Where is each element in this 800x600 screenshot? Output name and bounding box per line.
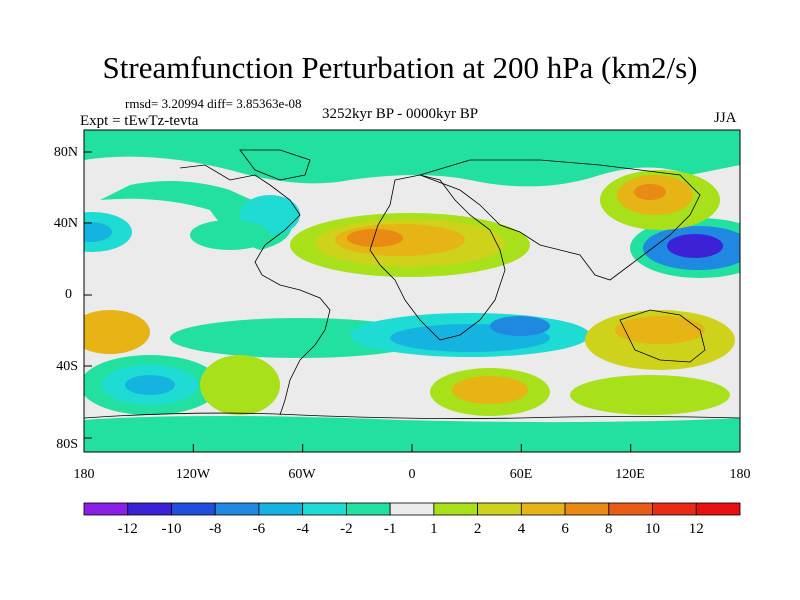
contour-neg1-north <box>84 130 740 187</box>
colorbar-box <box>302 502 347 516</box>
africa-coast <box>369 174 506 341</box>
eurasia-coast <box>418 159 701 281</box>
colorbar-label: 10 <box>645 521 660 537</box>
contour-neg10-pacific <box>667 234 723 258</box>
colorbar-label: 6 <box>561 521 569 537</box>
colorbar-box <box>608 502 653 516</box>
contour-neg1-antarctic <box>84 416 740 452</box>
lat-label-0: 0 <box>65 287 72 302</box>
coastlines <box>84 149 740 419</box>
colorbar-label: 12 <box>689 521 704 537</box>
lat-label-80n: 80N <box>54 145 78 160</box>
colorbar: -12 -10 -8 -6 -4 -2 -1 1 2 4 6 8 10 12 <box>83 502 741 537</box>
experiment-label: Expt = tEwTz-tevta <box>80 113 199 129</box>
australia-coast <box>619 309 706 363</box>
lat-label-40n: 40N <box>54 216 78 231</box>
season-label: JJA <box>714 110 737 126</box>
contour-neg1-namerica <box>190 220 270 250</box>
lat-label-40s: 40S <box>56 359 78 374</box>
contour-neg6-southatl <box>490 316 550 336</box>
stats-text: rmsd= 3.20994 diff= 3.85363e-08 <box>125 96 302 111</box>
colorbar-label: 1 <box>430 521 438 537</box>
contour-pos2-southamerica <box>200 355 280 415</box>
colorbar-label: 8 <box>605 521 613 537</box>
contour-pos6-australia <box>615 316 705 344</box>
perturbation-contours <box>84 130 740 452</box>
contour-neg4-westedge <box>84 222 112 242</box>
lon-label-60w: 60W <box>288 467 316 482</box>
colorbar-label: -6 <box>253 521 266 537</box>
americas-coast <box>179 164 331 416</box>
colorbar-label: -4 <box>296 521 309 537</box>
colorbar-box <box>477 502 522 516</box>
lat-label-80s: 80S <box>56 437 78 452</box>
lon-label-120w: 120W <box>176 467 211 482</box>
lon-label-60e: 60E <box>510 467 533 482</box>
field-layer <box>84 130 740 452</box>
lon-label-0: 0 <box>409 467 416 482</box>
contour-neg4-southpac <box>125 375 175 395</box>
contour-neutral-tropics <box>84 290 740 310</box>
lon-label-120e: 120E <box>615 467 645 482</box>
contour-pos8-asia <box>634 184 666 200</box>
colorbar-label: -8 <box>209 521 222 537</box>
colorbar-box <box>171 502 216 516</box>
axis-labels: 80N 40N 0 40S 80S 180 120W 60W 0 60E 120… <box>54 145 751 482</box>
colorbar-box <box>695 502 741 516</box>
lon-label-180w: 180 <box>74 467 95 482</box>
colorbar-box <box>214 502 260 516</box>
colorbar-label: -10 <box>161 521 181 537</box>
colorbar-box <box>433 502 479 516</box>
axis-ticks <box>83 151 741 452</box>
colorbar-label: -1 <box>384 521 397 537</box>
contour-pos2-southern <box>570 375 730 415</box>
greenland-coast <box>239 149 311 181</box>
antarctica-coast <box>84 412 740 419</box>
colorbar-box <box>564 502 610 516</box>
contour-pos6-southatl <box>452 376 528 404</box>
chart-title: Streamfunction Perturbation at 200 hPa (… <box>102 50 698 85</box>
colorbar-box <box>389 502 435 516</box>
colorbar-box <box>652 502 697 516</box>
colorbar-box <box>345 502 391 516</box>
contour-pos8-africa <box>347 229 403 247</box>
colorbar-label: 4 <box>518 521 526 537</box>
colorbar-box <box>127 502 172 516</box>
colorbar-label: -12 <box>118 521 138 537</box>
contour-pos6-westsouth <box>84 310 150 354</box>
colorbar-box <box>520 502 566 516</box>
colorbar-label: -2 <box>340 521 353 537</box>
lon-label-180e: 180 <box>730 467 751 482</box>
colorbar-box <box>258 502 304 516</box>
colorbar-label: 2 <box>474 521 482 537</box>
period-label: 3252kyr BP - 0000kyr BP <box>322 106 479 122</box>
colorbar-box <box>83 502 129 516</box>
